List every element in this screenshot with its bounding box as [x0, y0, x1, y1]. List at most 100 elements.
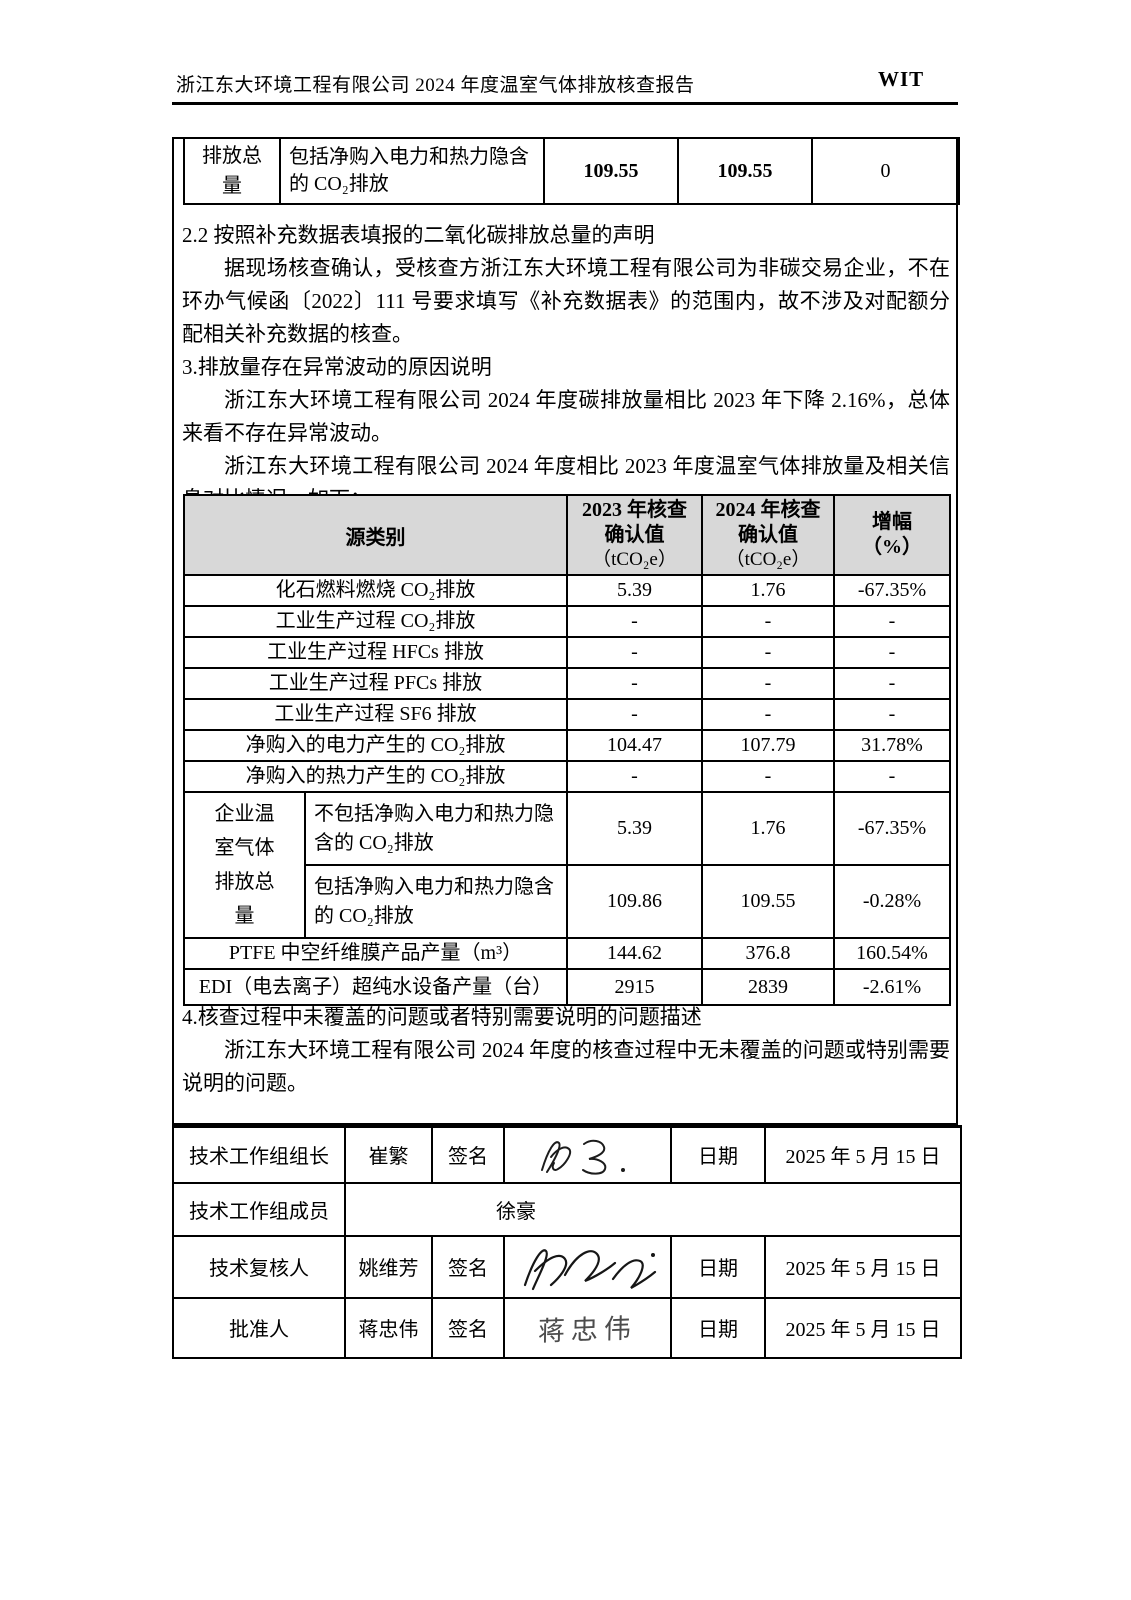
header-change-percent: 增幅 （%） [833, 494, 951, 576]
date-label-cell: 日期 [670, 1125, 766, 1184]
members-cell: 徐豪 [344, 1181, 962, 1237]
signature-cell: 蒋忠伟 [503, 1296, 672, 1359]
table-row: 技术工作组成员 徐豪 [172, 1181, 962, 1237]
value-2023-cell: - [566, 667, 703, 700]
source-label-cell: PTFE 中空纤维膜产品产量（m³） [183, 937, 568, 970]
value-2023-cell: - [566, 698, 703, 731]
value-2024-cell: 109.55 [701, 864, 835, 939]
section-4-heading: 4.核查过程中未覆盖的问题或者特别需要说明的问题描述 [182, 1005, 702, 1029]
value-2024-cell: - [701, 636, 835, 669]
signature-scribble-yaoweifang [523, 1248, 656, 1290]
header-2024-line1: 2024 年核查 [715, 499, 821, 521]
group-label-cell: 企业温室气体排放总量 [183, 791, 306, 939]
value-2023-cell: 104.47 [566, 729, 703, 762]
header-source-category: 源类别 [183, 494, 568, 576]
change-cell: - [833, 636, 951, 669]
row-sublabel-cell: 包括净购入电力和热力隐含的 CO₂排放 [279, 137, 545, 205]
table-row: 工业生产过程 CO₂排放 - - - [183, 605, 951, 638]
value-2024-cell: - [701, 760, 835, 793]
source-label-cell: EDI（电去离子）超纯水设备产量（台） [183, 968, 568, 1006]
header-2023-line2: 确认值 [604, 524, 665, 546]
sign-label-cell: 签名 [431, 1296, 505, 1359]
table-row: 批准人 蒋忠伟 签名 蒋忠伟 日期 2025 年 5 月 15 日 [172, 1296, 962, 1359]
source-label-cell: 净购入的热力产生的 CO₂排放 [183, 760, 568, 793]
value-2024-cell: - [701, 667, 835, 700]
table-row: 化石燃料燃烧 CO₂排放 5.39 1.76 -67.35% [183, 574, 951, 607]
signature-scribble-cuifan [540, 1139, 625, 1175]
section-3-paragraph-1: 浙江东大环境工程有限公司 2024 年度碳排放量相比 2023 年下降 2.16… [182, 388, 950, 445]
value-2024-cell: 109.55 [677, 137, 813, 205]
table-row: EDI（电去离子）超纯水设备产量（台） 2915 2839 -2.61% [183, 968, 951, 1006]
value-2024-cell: 2839 [701, 968, 835, 1006]
change-cell: - [833, 698, 951, 731]
header-rule [172, 102, 958, 105]
source-sublabel-cell: 包括净购入电力和热力隐含的 CO₂排放 [304, 864, 568, 939]
header-2024-line2: 确认值 [738, 524, 798, 546]
sign-label-cell: 签名 [431, 1234, 505, 1299]
section-3-heading: 3.排放量存在异常波动的原因说明 [182, 355, 492, 379]
value-2023-cell: 5.39 [566, 574, 703, 607]
table-row: 工业生产过程 SF6 排放 - - - [183, 698, 951, 731]
change-cell: -2.61% [833, 968, 951, 1006]
section-text-block: 2.2 按照补充数据表填报的二氧化碳排放总量的声明 据现场核查确认，受核查方浙江… [182, 219, 950, 516]
name-cell: 崔繁 [344, 1125, 433, 1184]
table-row: 包括净购入电力和热力隐含的 CO₂排放 109.86 109.55 -0.28% [184, 864, 951, 939]
table-row: PTFE 中空纤维膜产品产量（m³） 144.62 376.8 160.54% [183, 937, 951, 970]
header-2024-confirmed: 2024 年核查 确认值 （tCO₂e） [701, 494, 835, 576]
value-2023-cell: 144.62 [566, 937, 703, 970]
section-4-body: 浙江东大环境工程有限公司 2024 年度的核查过程中无未覆盖的问题或特别需要说明… [182, 1038, 950, 1095]
sign-label-cell: 签名 [431, 1125, 505, 1184]
value-2023-cell: 109.55 [543, 137, 679, 205]
value-2023-cell: 5.39 [566, 791, 703, 866]
name-cell: 蒋忠伟 [344, 1296, 433, 1359]
value-2023-cell: - [566, 605, 703, 638]
change-cell: -67.35% [833, 574, 951, 607]
signature-cell [503, 1234, 672, 1299]
source-label-cell: 工业生产过程 HFCs 排放 [183, 636, 568, 669]
comparison-table: 源类别 2023 年核查 确认值 （tCO₂e） 2024 年核查 确认值 （t… [183, 494, 951, 1006]
source-label-cell: 工业生产过程 PFCs 排放 [183, 667, 568, 700]
wit-logo: WIT [878, 67, 925, 91]
table-row: 技术工作组组长 崔繁 签名 日期 2025 年 5 月 15 日 [172, 1125, 962, 1184]
table-row: 净购入的电力产生的 CO₂排放 104.47 107.79 31.78% [183, 729, 951, 762]
section-2-2-heading: 2.2 按照补充数据表填报的二氧化碳排放总量的声明 [182, 223, 655, 247]
table-row: 排放总量 包括净购入电力和热力隐含的 CO₂排放 109.55 109.55 0 [183, 137, 960, 205]
date-cell: 2025 年 5 月 15 日 [764, 1296, 962, 1359]
table-row: 技术复核人 姚维芳 签名 日期 2025 年 5 月 15 日 [172, 1234, 962, 1299]
row-header-cell: 排放总量 [183, 137, 281, 205]
date-label-cell: 日期 [670, 1296, 766, 1359]
header-change-line2: （%） [862, 536, 922, 558]
role-cell: 技术工作组成员 [172, 1181, 346, 1237]
change-cell: - [833, 605, 951, 638]
value-2024-cell: 376.8 [701, 937, 835, 970]
signature-handwriting-jiangzhongwei: 蒋忠伟 [537, 1313, 638, 1347]
value-2023-cell: 109.86 [566, 864, 703, 939]
change-cell: 160.54% [833, 937, 951, 970]
role-cell: 技术工作组组长 [172, 1125, 346, 1184]
source-label-cell: 工业生产过程 SF6 排放 [183, 698, 568, 731]
date-cell: 2025 年 5 月 15 日 [764, 1125, 962, 1184]
value-2023-cell: - [566, 760, 703, 793]
section-2-2-body: 据现场核查确认，受核查方浙江东大环境工程有限公司为非碳交易企业，不在环办气候函〔… [182, 256, 950, 346]
diff-cell: 0 [811, 137, 960, 205]
table-row: 工业生产过程 PFCs 排放 - - - [183, 667, 951, 700]
change-cell: -0.28% [833, 864, 951, 939]
change-cell: 31.78% [833, 729, 951, 762]
value-2023-cell: 2915 [566, 968, 703, 1006]
change-cell: - [833, 760, 951, 793]
source-sublabel-cell: 不包括净购入电力和热力隐含的 CO₂排放 [304, 791, 568, 866]
date-cell: 2025 年 5 月 15 日 [764, 1234, 962, 1299]
header-2023-unit: （tCO₂e） [592, 549, 677, 570]
header-change-line1: 增幅 [872, 511, 912, 533]
table-row: 净购入的热力产生的 CO₂排放 - - - [183, 760, 951, 793]
date-label-cell: 日期 [670, 1234, 766, 1299]
signature-cell [503, 1125, 672, 1184]
name-cell: 姚维芳 [344, 1234, 433, 1299]
carryover-table: 排放总量 包括净购入电力和热力隐含的 CO₂排放 109.55 109.55 0 [183, 137, 960, 205]
header-2023-confirmed: 2023 年核查 确认值 （tCO₂e） [566, 494, 703, 576]
signature-table: 技术工作组组长 崔繁 签名 日期 2025 年 5 月 15 日 技术工作组成员… [172, 1125, 962, 1359]
content-frame: 排放总量 包括净购入电力和热力隐含的 CO₂排放 109.55 109.55 0… [172, 137, 960, 1125]
table-row: 工业生产过程 HFCs 排放 - - - [183, 636, 951, 669]
value-2024-cell: 1.76 [701, 574, 835, 607]
